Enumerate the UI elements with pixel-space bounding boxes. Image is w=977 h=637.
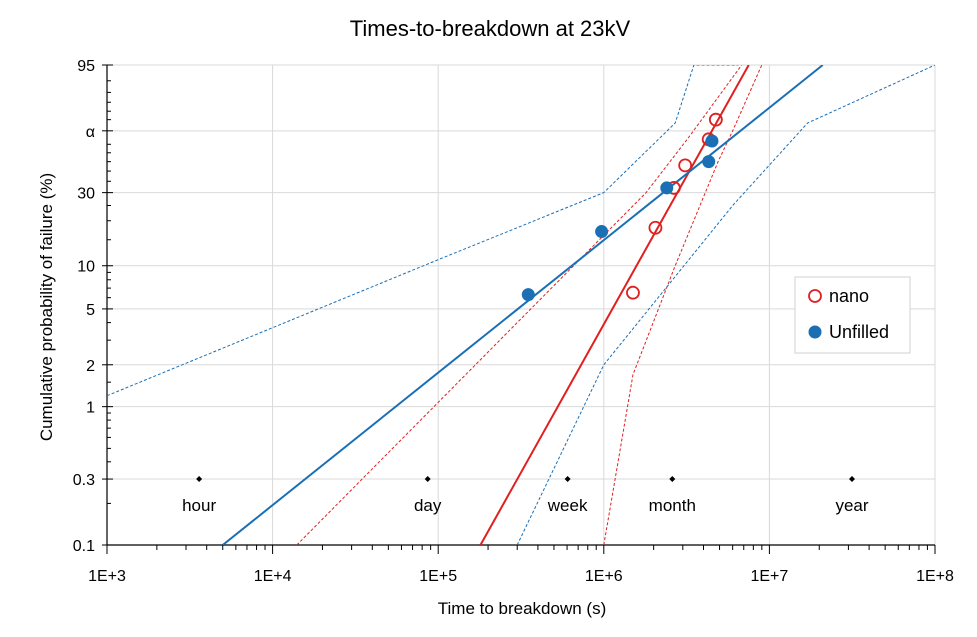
- y-tick-label: 2: [86, 358, 95, 375]
- time-marker-day: [424, 476, 431, 483]
- x-tick-label: 1E+7: [750, 568, 788, 585]
- data-point-nano: [648, 220, 663, 235]
- x-tick-label: 1E+3: [88, 568, 126, 585]
- axes: [102, 64, 936, 554]
- time-marker-month: [669, 476, 676, 483]
- legend-label-nano: nano: [829, 286, 869, 306]
- x-tick-label: 1E+4: [254, 568, 292, 585]
- x-axis-label: Time to breakdown (s): [438, 599, 606, 618]
- legend-marker-unfilled: [808, 325, 822, 339]
- confidence-bound-unfilled: [107, 65, 739, 397]
- confidence-bound-nano: [603, 65, 763, 545]
- y-tick-label: 0.1: [73, 538, 95, 555]
- data-point-unfilled: [660, 181, 674, 195]
- y-tick-label: 5: [86, 302, 95, 319]
- time-label-week: week: [547, 496, 588, 515]
- y-tick-label: 95: [77, 58, 95, 75]
- chart-title: Times-to-breakdown at 23kV: [350, 16, 631, 41]
- data-point-nano: [678, 158, 693, 173]
- time-label-day: day: [414, 496, 442, 515]
- time-marker-hour: [196, 476, 203, 483]
- data-point-unfilled: [705, 134, 719, 148]
- time-label-month: month: [649, 496, 696, 515]
- time-label-hour: hour: [182, 496, 216, 515]
- confidence-bound-nano: [296, 65, 743, 545]
- data-points: [521, 112, 723, 302]
- y-tick-label: 0.3: [73, 472, 95, 489]
- data-point-nano: [626, 285, 640, 300]
- grid: [106, 64, 936, 546]
- legend-label-unfilled: Unfilled: [829, 322, 889, 342]
- data-point-unfilled: [595, 225, 609, 239]
- data-point-unfilled: [521, 288, 535, 302]
- time-marker-week: [564, 476, 571, 483]
- data-point-nano: [708, 112, 723, 127]
- y-tick-label: 10: [77, 259, 95, 276]
- tick-labels: 1E+3 1E+4 1E+5 1E+6 1E+7 1E+8 0.1 0.3 1 2 5 10 30 α 95: [73, 58, 954, 585]
- x-tick-label: 1E+8: [916, 568, 954, 585]
- legend: nano Unfilled: [794, 276, 911, 354]
- time-label-year: year: [835, 496, 868, 515]
- fit-line-nano: [479, 65, 750, 545]
- y-tick-label: 1: [86, 400, 95, 417]
- x-tick-label: 1E+5: [419, 568, 457, 585]
- data-point-unfilled: [702, 155, 716, 169]
- x-tick-label: 1E+6: [585, 568, 623, 585]
- confidence-bound-unfilled: [516, 65, 935, 545]
- fit-lines: [222, 65, 824, 545]
- y-axis-label: Cumulative probability of failure (%): [37, 173, 56, 441]
- y-tick-label: α: [86, 124, 95, 141]
- time-reference-markers: hour day week month year: [182, 476, 869, 515]
- confidence-bounds: [107, 65, 935, 545]
- fit-line-unfilled: [222, 65, 824, 545]
- time-marker-year: [849, 476, 856, 483]
- legend-marker-nano: [808, 289, 822, 303]
- y-tick-label: 30: [77, 186, 95, 203]
